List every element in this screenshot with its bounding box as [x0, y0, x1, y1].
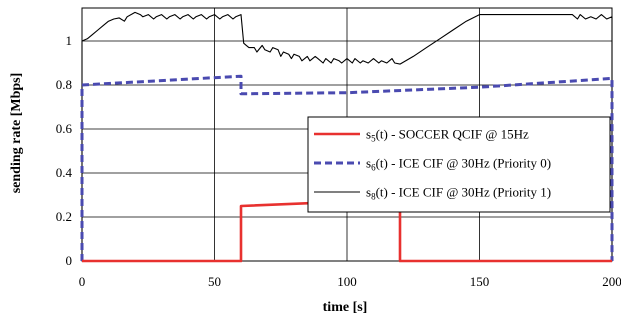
legend-entry-symbol: s [366, 127, 371, 142]
y-axis-title: sending rate [Mbps] [9, 73, 24, 194]
y-tick-label: 1 [66, 33, 73, 48]
legend-entry-subscript: 5 [371, 134, 376, 144]
legend-entry: s8(t) - ICE CIF @ 30Hz (Priority 1) [366, 185, 551, 202]
series-line-s6 [80, 74, 614, 261]
x-tick-label: 150 [470, 274, 490, 289]
legend-entry: s5(t) - SOCCER QCIF @ 15Hz [366, 127, 529, 144]
x-tick-label: 0 [79, 274, 86, 289]
x-tick-label: 100 [337, 274, 357, 289]
x-tick-label: 200 [602, 274, 621, 289]
y-tick-label: 0.4 [56, 165, 73, 180]
y-tick-label: 0.8 [56, 77, 72, 92]
y-tick-label: 0.2 [56, 209, 72, 224]
y-tick-label: 0 [66, 253, 73, 268]
legend-entry: s6(t) - ICE CIF @ 30Hz (Priority 0) [366, 156, 551, 173]
legend-entry-label: (t) - ICE CIF @ 30Hz (Priority 1) [376, 185, 552, 200]
series-line-s8 [81, 11, 613, 261]
legend-entry-symbol: s [366, 156, 371, 171]
legend-entry-subscript: 6 [371, 163, 376, 173]
x-axis-title: time [s] [323, 300, 368, 315]
legend-entry-subscript: 8 [371, 192, 376, 202]
y-tick-label: 0.6 [56, 121, 73, 136]
legend-entry-symbol: s [366, 185, 371, 200]
x-tick-label: 50 [208, 274, 221, 289]
legend-entry-label: (t) - ICE CIF @ 30Hz (Priority 0) [376, 156, 552, 171]
legend-entry-label: (t) - SOCCER QCIF @ 15Hz [376, 127, 529, 142]
